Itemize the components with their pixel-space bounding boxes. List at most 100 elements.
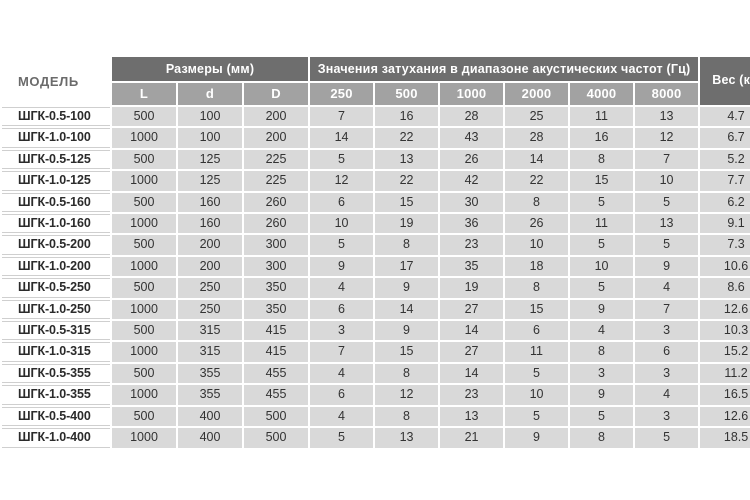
cell-freq-500: 15 xyxy=(375,192,439,213)
cell-weight: 9.1 xyxy=(700,214,750,234)
cell-freq-4000: 10 xyxy=(570,256,634,277)
cell-diameter-outer: 260 xyxy=(244,214,309,234)
table-row: ШГК-0.5-250 500 250 350 4 9 19 8 5 4 8.6 xyxy=(2,278,750,298)
cell-freq-500: 8 xyxy=(375,363,439,384)
cell-freq-500: 17 xyxy=(375,256,439,277)
cell-freq-1000: 21 xyxy=(440,428,504,448)
cell-diameter-inner: 250 xyxy=(178,278,242,298)
column-header-freq-2000: 2000 xyxy=(505,83,569,105)
table-row: ШГК-1.0-160 1000 160 260 10 19 36 26 11 13 9.1 xyxy=(2,214,750,234)
cell-freq-4000: 11 xyxy=(570,107,634,127)
cell-freq-1000: 13 xyxy=(440,406,504,427)
cell-weight: 5.2 xyxy=(700,149,750,170)
cell-freq-1000: 28 xyxy=(440,107,504,127)
cell-diameter-inner: 315 xyxy=(178,321,242,341)
cell-model: ШГК-1.0-125 xyxy=(2,171,110,191)
column-header-length: L xyxy=(112,83,176,105)
cell-length: 1000 xyxy=(112,214,176,234)
cell-diameter-outer: 200 xyxy=(244,128,309,148)
cell-length: 1000 xyxy=(112,128,176,148)
cell-model: ШГК-0.5-160 xyxy=(2,192,110,213)
cell-freq-2000: 5 xyxy=(505,406,569,427)
cell-diameter-outer: 415 xyxy=(244,321,309,341)
cell-model: ШГК-0.5-355 xyxy=(2,363,110,384)
table-row: ШГК-1.0-355 1000 355 455 6 12 23 10 9 4 16.5 xyxy=(2,385,750,405)
cell-diameter-inner: 315 xyxy=(178,342,242,362)
cell-freq-2000: 26 xyxy=(505,214,569,234)
cell-freq-2000: 11 xyxy=(505,342,569,362)
cell-freq-2000: 10 xyxy=(505,385,569,405)
cell-freq-4000: 16 xyxy=(570,128,634,148)
cell-freq-8000: 10 xyxy=(635,171,699,191)
cell-freq-250: 5 xyxy=(310,235,374,255)
table-row: ШГК-1.0-100 1000 100 200 14 22 43 28 16 12 6.7 xyxy=(2,128,750,148)
table-row: ШГК-1.0-250 1000 250 350 6 14 27 15 9 7 12.6 xyxy=(2,299,750,320)
cell-freq-8000: 5 xyxy=(635,235,699,255)
cell-weight: 8.6 xyxy=(700,278,750,298)
cell-diameter-inner: 100 xyxy=(178,128,242,148)
table-row: ШГК-1.0-125 1000 125 225 12 22 42 22 15 10 7.7 xyxy=(2,171,750,191)
cell-diameter-outer: 500 xyxy=(244,428,309,448)
cell-weight: 11.2 xyxy=(700,363,750,384)
cell-freq-250: 7 xyxy=(310,107,374,127)
cell-freq-1000: 30 xyxy=(440,192,504,213)
cell-weight: 12.6 xyxy=(700,299,750,320)
cell-model: ШГК-1.0-160 xyxy=(2,214,110,234)
cell-freq-1000: 23 xyxy=(440,235,504,255)
cell-weight: 16.5 xyxy=(700,385,750,405)
cell-freq-250: 14 xyxy=(310,128,374,148)
cell-freq-1000: 43 xyxy=(440,128,504,148)
cell-freq-4000: 3 xyxy=(570,363,634,384)
specification-table: МОДЕЛЬ Размеры (мм) Значения затухания в… xyxy=(0,55,750,450)
table-head: МОДЕЛЬ Размеры (мм) Значения затухания в… xyxy=(2,57,750,105)
cell-length: 500 xyxy=(112,192,176,213)
cell-diameter-inner: 400 xyxy=(178,406,242,427)
cell-diameter-outer: 455 xyxy=(244,385,309,405)
cell-diameter-inner: 250 xyxy=(178,299,242,320)
cell-weight: 6.7 xyxy=(700,128,750,148)
cell-model: ШГК-0.5-100 xyxy=(2,107,110,127)
cell-length: 500 xyxy=(112,107,176,127)
cell-freq-500: 9 xyxy=(375,321,439,341)
cell-freq-250: 10 xyxy=(310,214,374,234)
cell-model: ШГК-1.0-250 xyxy=(2,299,110,320)
column-header-model: МОДЕЛЬ xyxy=(2,57,110,105)
cell-freq-2000: 9 xyxy=(505,428,569,448)
cell-model: ШГК-0.5-200 xyxy=(2,235,110,255)
cell-freq-4000: 8 xyxy=(570,342,634,362)
cell-weight: 15.2 xyxy=(700,342,750,362)
cell-model: ШГК-0.5-250 xyxy=(2,278,110,298)
cell-diameter-inner: 125 xyxy=(178,171,242,191)
cell-length: 1000 xyxy=(112,171,176,191)
cell-freq-500: 9 xyxy=(375,278,439,298)
cell-freq-250: 6 xyxy=(310,192,374,213)
cell-freq-500: 22 xyxy=(375,171,439,191)
cell-weight: 10.6 xyxy=(700,256,750,277)
cell-length: 1000 xyxy=(112,428,176,448)
column-header-freq-8000: 8000 xyxy=(635,83,699,105)
table-row: ШГК-1.0-315 1000 315 415 7 15 27 11 8 6 15.2 xyxy=(2,342,750,362)
table-row: ШГК-1.0-200 1000 200 300 9 17 35 18 10 9 10.6 xyxy=(2,256,750,277)
cell-freq-8000: 4 xyxy=(635,385,699,405)
cell-freq-2000: 8 xyxy=(505,192,569,213)
cell-diameter-outer: 200 xyxy=(244,107,309,127)
cell-freq-8000: 3 xyxy=(635,363,699,384)
cell-freq-250: 4 xyxy=(310,406,374,427)
cell-diameter-inner: 200 xyxy=(178,235,242,255)
cell-freq-4000: 8 xyxy=(570,428,634,448)
cell-freq-2000: 15 xyxy=(505,299,569,320)
cell-diameter-outer: 350 xyxy=(244,299,309,320)
cell-freq-250: 4 xyxy=(310,363,374,384)
cell-freq-8000: 6 xyxy=(635,342,699,362)
cell-freq-2000: 25 xyxy=(505,107,569,127)
cell-freq-1000: 19 xyxy=(440,278,504,298)
cell-freq-1000: 26 xyxy=(440,149,504,170)
cell-weight: 7.7 xyxy=(700,171,750,191)
cell-diameter-outer: 300 xyxy=(244,235,309,255)
cell-diameter-outer: 455 xyxy=(244,363,309,384)
cell-diameter-inner: 355 xyxy=(178,385,242,405)
cell-freq-1000: 27 xyxy=(440,299,504,320)
cell-freq-8000: 3 xyxy=(635,321,699,341)
cell-length: 500 xyxy=(112,149,176,170)
cell-model: ШГК-0.5-315 xyxy=(2,321,110,341)
